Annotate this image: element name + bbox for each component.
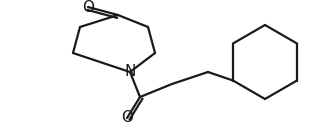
Text: N: N bbox=[124, 65, 136, 79]
Text: O: O bbox=[82, 0, 94, 15]
Text: O: O bbox=[121, 111, 133, 125]
